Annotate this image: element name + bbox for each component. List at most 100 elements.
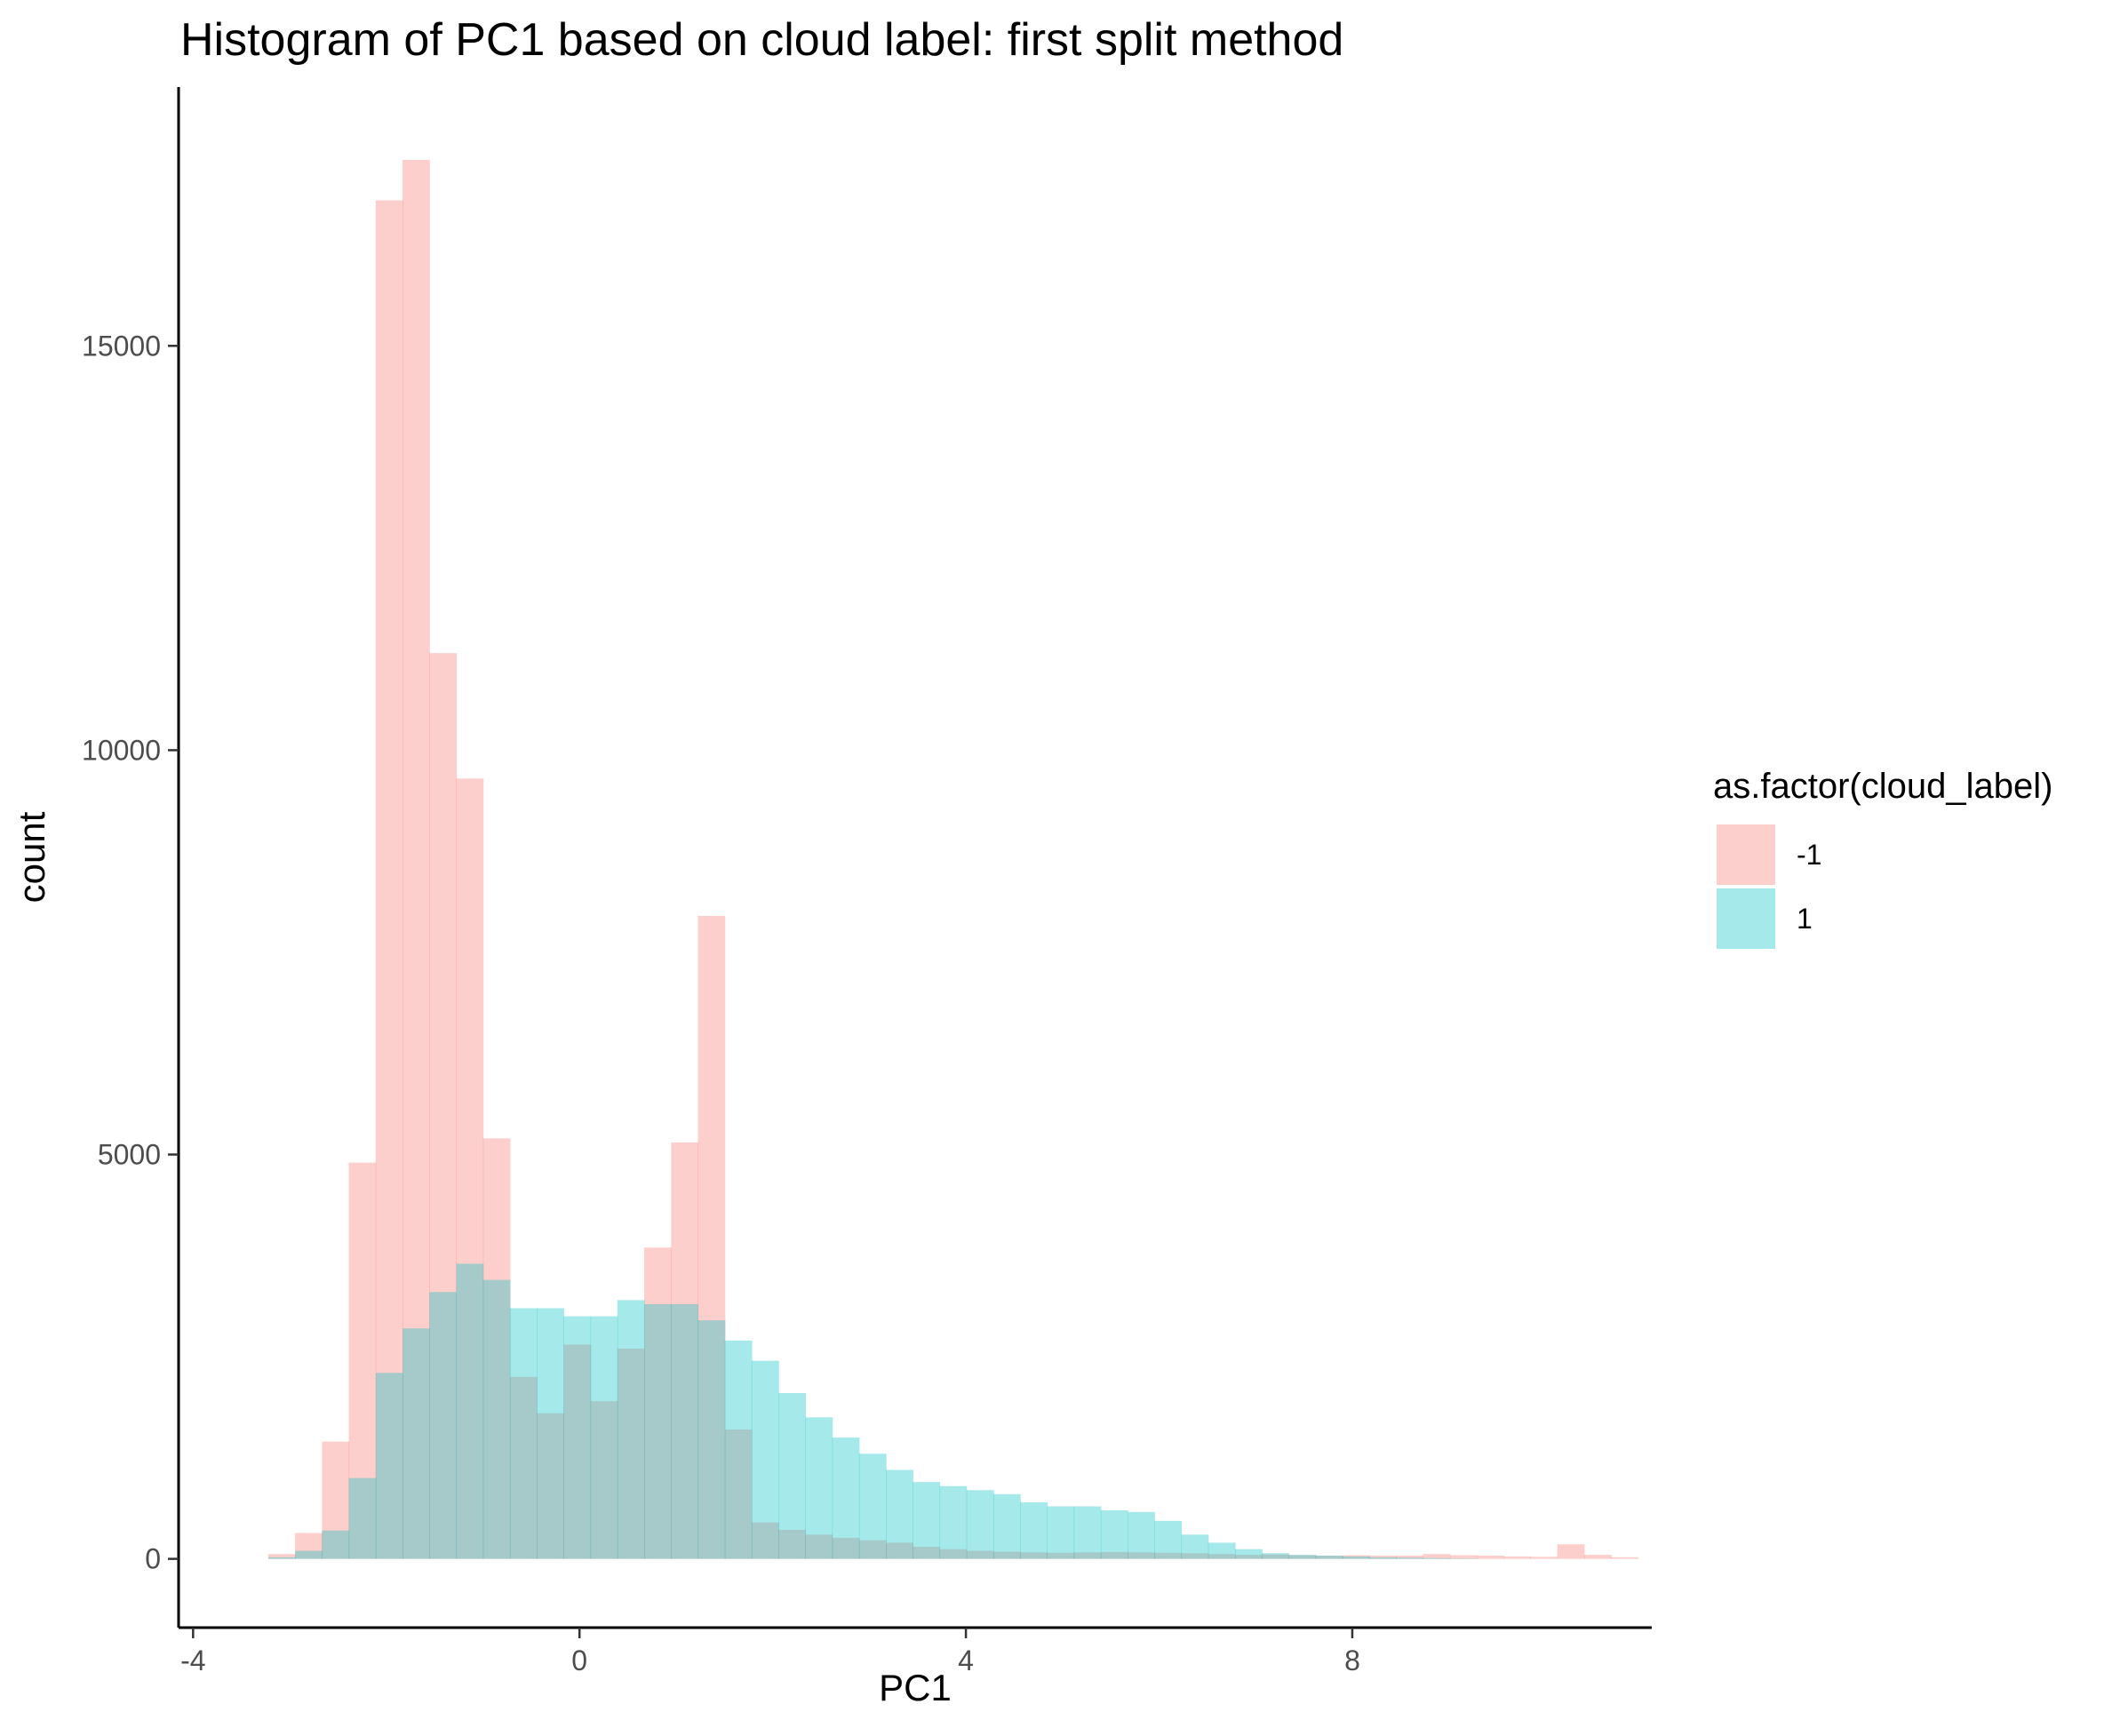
histogram-bar [267, 1554, 296, 1559]
histogram-bar [644, 1303, 672, 1559]
histogram-bar [1234, 1555, 1263, 1559]
histogram-bar [992, 1493, 1021, 1559]
histogram-bar [1047, 1552, 1075, 1559]
legend-label-1: 1 [1797, 903, 1813, 935]
histogram-bar [886, 1469, 913, 1559]
histogram-bar [1369, 1557, 1397, 1559]
y-tick-label: 0 [145, 1543, 161, 1575]
legend-label-neg1: -1 [1797, 839, 1821, 871]
histogram-bar [1503, 1556, 1532, 1559]
histogram-bar [1181, 1553, 1209, 1559]
histogram-bar [697, 915, 726, 1559]
y-axis-title: count [11, 811, 52, 903]
histogram-bar [724, 1340, 753, 1559]
histogram-bar [1207, 1542, 1236, 1559]
x-tick-label: 4 [958, 1644, 974, 1676]
histogram-bar [1207, 1554, 1236, 1559]
histogram-bar [671, 1142, 699, 1559]
histogram-bar [509, 1376, 538, 1559]
histogram-bar [1396, 1557, 1424, 1559]
histogram-bar [1100, 1551, 1128, 1559]
histogram-bar [482, 1138, 511, 1559]
histogram-bar [966, 1490, 994, 1559]
histogram-bar [939, 1485, 968, 1559]
histogram-bar [1288, 1555, 1317, 1559]
histogram-bar [1262, 1554, 1290, 1559]
y-tick-label: 5000 [98, 1139, 161, 1171]
histogram-bar [537, 1413, 564, 1559]
histogram-bar [456, 778, 484, 1559]
histogram-bar [1369, 1555, 1397, 1559]
histogram-bar [1234, 1549, 1263, 1559]
histogram-bar [1423, 1557, 1451, 1559]
histogram-bar [617, 1300, 645, 1559]
histogram-bar [1396, 1555, 1424, 1559]
histogram-bar [832, 1437, 860, 1559]
histogram-bar [992, 1551, 1021, 1559]
histogram-bar [778, 1393, 806, 1559]
histogram-bar [858, 1540, 887, 1559]
histogram-bar [939, 1549, 968, 1559]
histogram-bar [348, 1477, 377, 1559]
histogram-bar [482, 1279, 511, 1559]
histogram-bar [966, 1550, 994, 1559]
histogram-bar [858, 1453, 887, 1559]
histogram-bar [1476, 1555, 1504, 1559]
legend-title: as.factor(cloud_label) [1713, 767, 2052, 806]
histogram-bar [563, 1316, 592, 1559]
histogram-bar [751, 1522, 779, 1559]
histogram-bar [778, 1529, 806, 1559]
histogram-bar [1315, 1555, 1343, 1559]
histogram-bar [724, 1429, 753, 1559]
histogram-bar [751, 1360, 779, 1559]
histogram-bar [1342, 1556, 1370, 1559]
y-tick-label: 10000 [82, 734, 161, 766]
histogram-bar [563, 1344, 592, 1559]
histogram-bar [429, 1292, 458, 1559]
histogram-bar [295, 1533, 323, 1559]
x-tick-label: 8 [1344, 1644, 1360, 1676]
legend: as.factor(cloud_label) -1 1 [1713, 767, 2052, 949]
chart-title: Histogram of PC1 based on cloud label: f… [180, 14, 1343, 66]
histogram-bar [402, 159, 430, 1559]
histogram-bar [509, 1308, 538, 1559]
histogram-bar [1047, 1506, 1075, 1559]
histogram-bar [697, 1320, 726, 1559]
histogram-bar [402, 1328, 430, 1559]
histogram-bar [267, 1557, 296, 1559]
histogram-bar [1557, 1544, 1585, 1559]
histogram-bar [617, 1348, 645, 1559]
legend-swatch-neg1 [1717, 824, 1775, 885]
histogram-bar [913, 1482, 941, 1559]
histogram-bar [1154, 1520, 1183, 1559]
histogram-bar [1128, 1511, 1155, 1559]
histogram-bar [1020, 1501, 1048, 1559]
histogram-bar [1611, 1557, 1638, 1559]
histogram-bar [590, 1316, 618, 1559]
histogram-bar [322, 1530, 350, 1559]
histogram-bar [1423, 1554, 1451, 1559]
histogram-bar [832, 1537, 860, 1559]
histogram-bar [886, 1542, 913, 1559]
histogram-bar [590, 1401, 618, 1559]
histogram-bar [1342, 1555, 1370, 1559]
x-tick-label: 0 [571, 1644, 587, 1676]
histogram-bar [1583, 1555, 1612, 1559]
histogram-bar [1073, 1552, 1102, 1559]
histogram-bar [1020, 1552, 1048, 1559]
histogram-bar [1315, 1555, 1343, 1559]
series-1-bars [267, 1263, 1478, 1559]
histogram-bar [1530, 1557, 1558, 1559]
histogram-bar [375, 200, 403, 1559]
histogram-bar [1262, 1553, 1290, 1559]
histogram-bar [913, 1546, 941, 1559]
x-tick-label: -4 [180, 1644, 205, 1676]
x-axis-title: PC1 [879, 1667, 952, 1708]
histogram-bar [1100, 1510, 1128, 1559]
histogram-bar [537, 1308, 564, 1559]
series-neg1-bars [267, 159, 1638, 1559]
histogram-bar [348, 1162, 377, 1559]
y-axis-ticks: 0 5000 10000 15000 [82, 330, 179, 1575]
histogram-bar [456, 1263, 484, 1559]
